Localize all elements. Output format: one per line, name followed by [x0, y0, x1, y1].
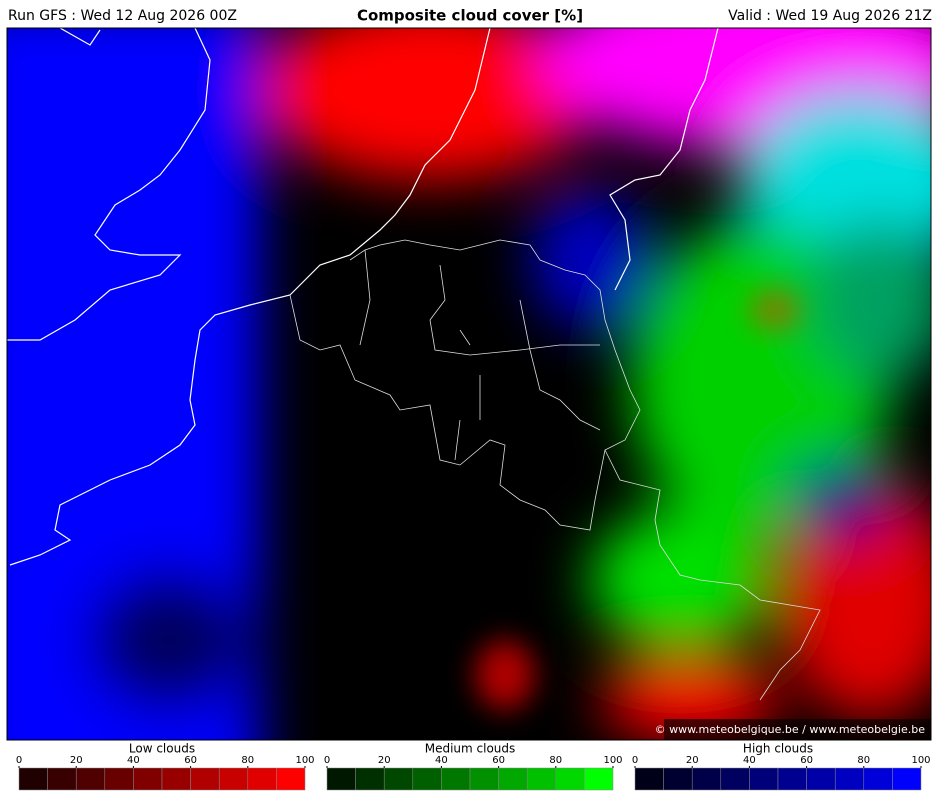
- colorbar-swatch: [47, 767, 77, 791]
- colorbar-swatch: [75, 767, 106, 791]
- coastline: [7, 28, 211, 341]
- valid-label: Valid : Wed 19 Aug 2026 21Z: [728, 8, 932, 24]
- colorbar-swatch: [663, 767, 693, 791]
- colorbar-swatch: [469, 767, 499, 791]
- colorbar-swatch: [326, 767, 356, 791]
- cloud-blob: [90, 570, 250, 710]
- colorbar-tick-label: 100: [603, 755, 622, 766]
- colorbar-swatch: [806, 767, 836, 791]
- colorbar-label: High clouds: [743, 742, 813, 756]
- map-frame: [6, 27, 932, 741]
- colorbar-tick-label: 0: [16, 755, 22, 766]
- colorbar-swatch: [498, 767, 528, 791]
- colorbar-label: Low clouds: [129, 742, 195, 756]
- colorbar-tick-label: 80: [241, 755, 254, 766]
- colorbar-swatch: [749, 767, 779, 791]
- colorbar-swatch: [18, 767, 48, 791]
- colorbar-swatch: [777, 767, 807, 791]
- run-label: Run GFS : Wed 12 Aug 2026 00Z: [8, 8, 237, 24]
- colorbar-swatch: [634, 767, 664, 791]
- colorbar-swatch: [863, 767, 893, 791]
- map-title: Composite cloud cover [%]: [357, 7, 583, 25]
- cloud-blob: [260, 28, 600, 180]
- colorbar-label: Medium clouds: [425, 742, 516, 756]
- colorbar-tick-label: 60: [184, 755, 197, 766]
- colorbar-swatch: [276, 767, 306, 791]
- credit-background: [664, 719, 931, 740]
- colorbar-swatch: [247, 767, 277, 791]
- colorbar-tick-label: 40: [435, 755, 448, 766]
- cloud-blob: [810, 220, 931, 380]
- colorbar-tick-label: 20: [378, 755, 391, 766]
- colorbar-tick-label: 0: [632, 755, 638, 766]
- legend: Low clouds 0 20 40 60 80 100 Medium clouds 0 20 40…: [16, 742, 931, 791]
- colorbar-swatch: [133, 767, 163, 791]
- colorbar-swatch: [892, 767, 922, 791]
- colorbar-swatch: [441, 767, 471, 791]
- colorbar-swatch: [190, 767, 220, 791]
- colorbar-tick-label: 60: [800, 755, 813, 766]
- colorbar-swatch: [383, 767, 414, 791]
- cloud-blob: [475, 640, 535, 710]
- colorbar-swatch: [584, 767, 614, 791]
- region-border: [359, 249, 601, 461]
- cloud-blob: [750, 290, 800, 330]
- colorbar-swatch: [526, 767, 557, 791]
- colorbar-tick-label: 40: [127, 755, 140, 766]
- colorbar-swatch: [104, 767, 134, 791]
- colorbar-tick-label: 100: [295, 755, 314, 766]
- colorbar-tick-label: 100: [911, 755, 930, 766]
- cloud-blob: [780, 480, 931, 720]
- colorbar-swatch: [720, 767, 750, 791]
- colorbar-tick-label: 60: [492, 755, 505, 766]
- colorbar-swatch: [161, 767, 191, 791]
- colorbar-tick-label: 20: [70, 755, 83, 766]
- colorbar-tick-label: 40: [743, 755, 756, 766]
- colorbar-tick-label: 20: [686, 755, 699, 766]
- colorbar-tick-label: 80: [549, 755, 562, 766]
- colorbar-tick-label: 0: [324, 755, 330, 766]
- cloud-blob: [790, 460, 890, 540]
- colorbar-swatch: [412, 767, 442, 791]
- colorbar-swatch: [691, 767, 722, 791]
- credit: © www.meteobelgique.be / www.meteobelgie…: [655, 723, 926, 736]
- colorbar-swatch: [218, 767, 249, 791]
- colorbar-tick-label: 80: [857, 755, 870, 766]
- coastline: [59, 28, 101, 46]
- coastline: [609, 28, 719, 291]
- coastline: [9, 28, 491, 566]
- cloud-blob: [530, 190, 650, 330]
- colorbar-swatch: [355, 767, 385, 791]
- cloud-blob: [590, 510, 770, 650]
- colorbar-swatch: [834, 767, 865, 791]
- country-border: [604, 449, 821, 701]
- colorbar-swatch: [555, 767, 585, 791]
